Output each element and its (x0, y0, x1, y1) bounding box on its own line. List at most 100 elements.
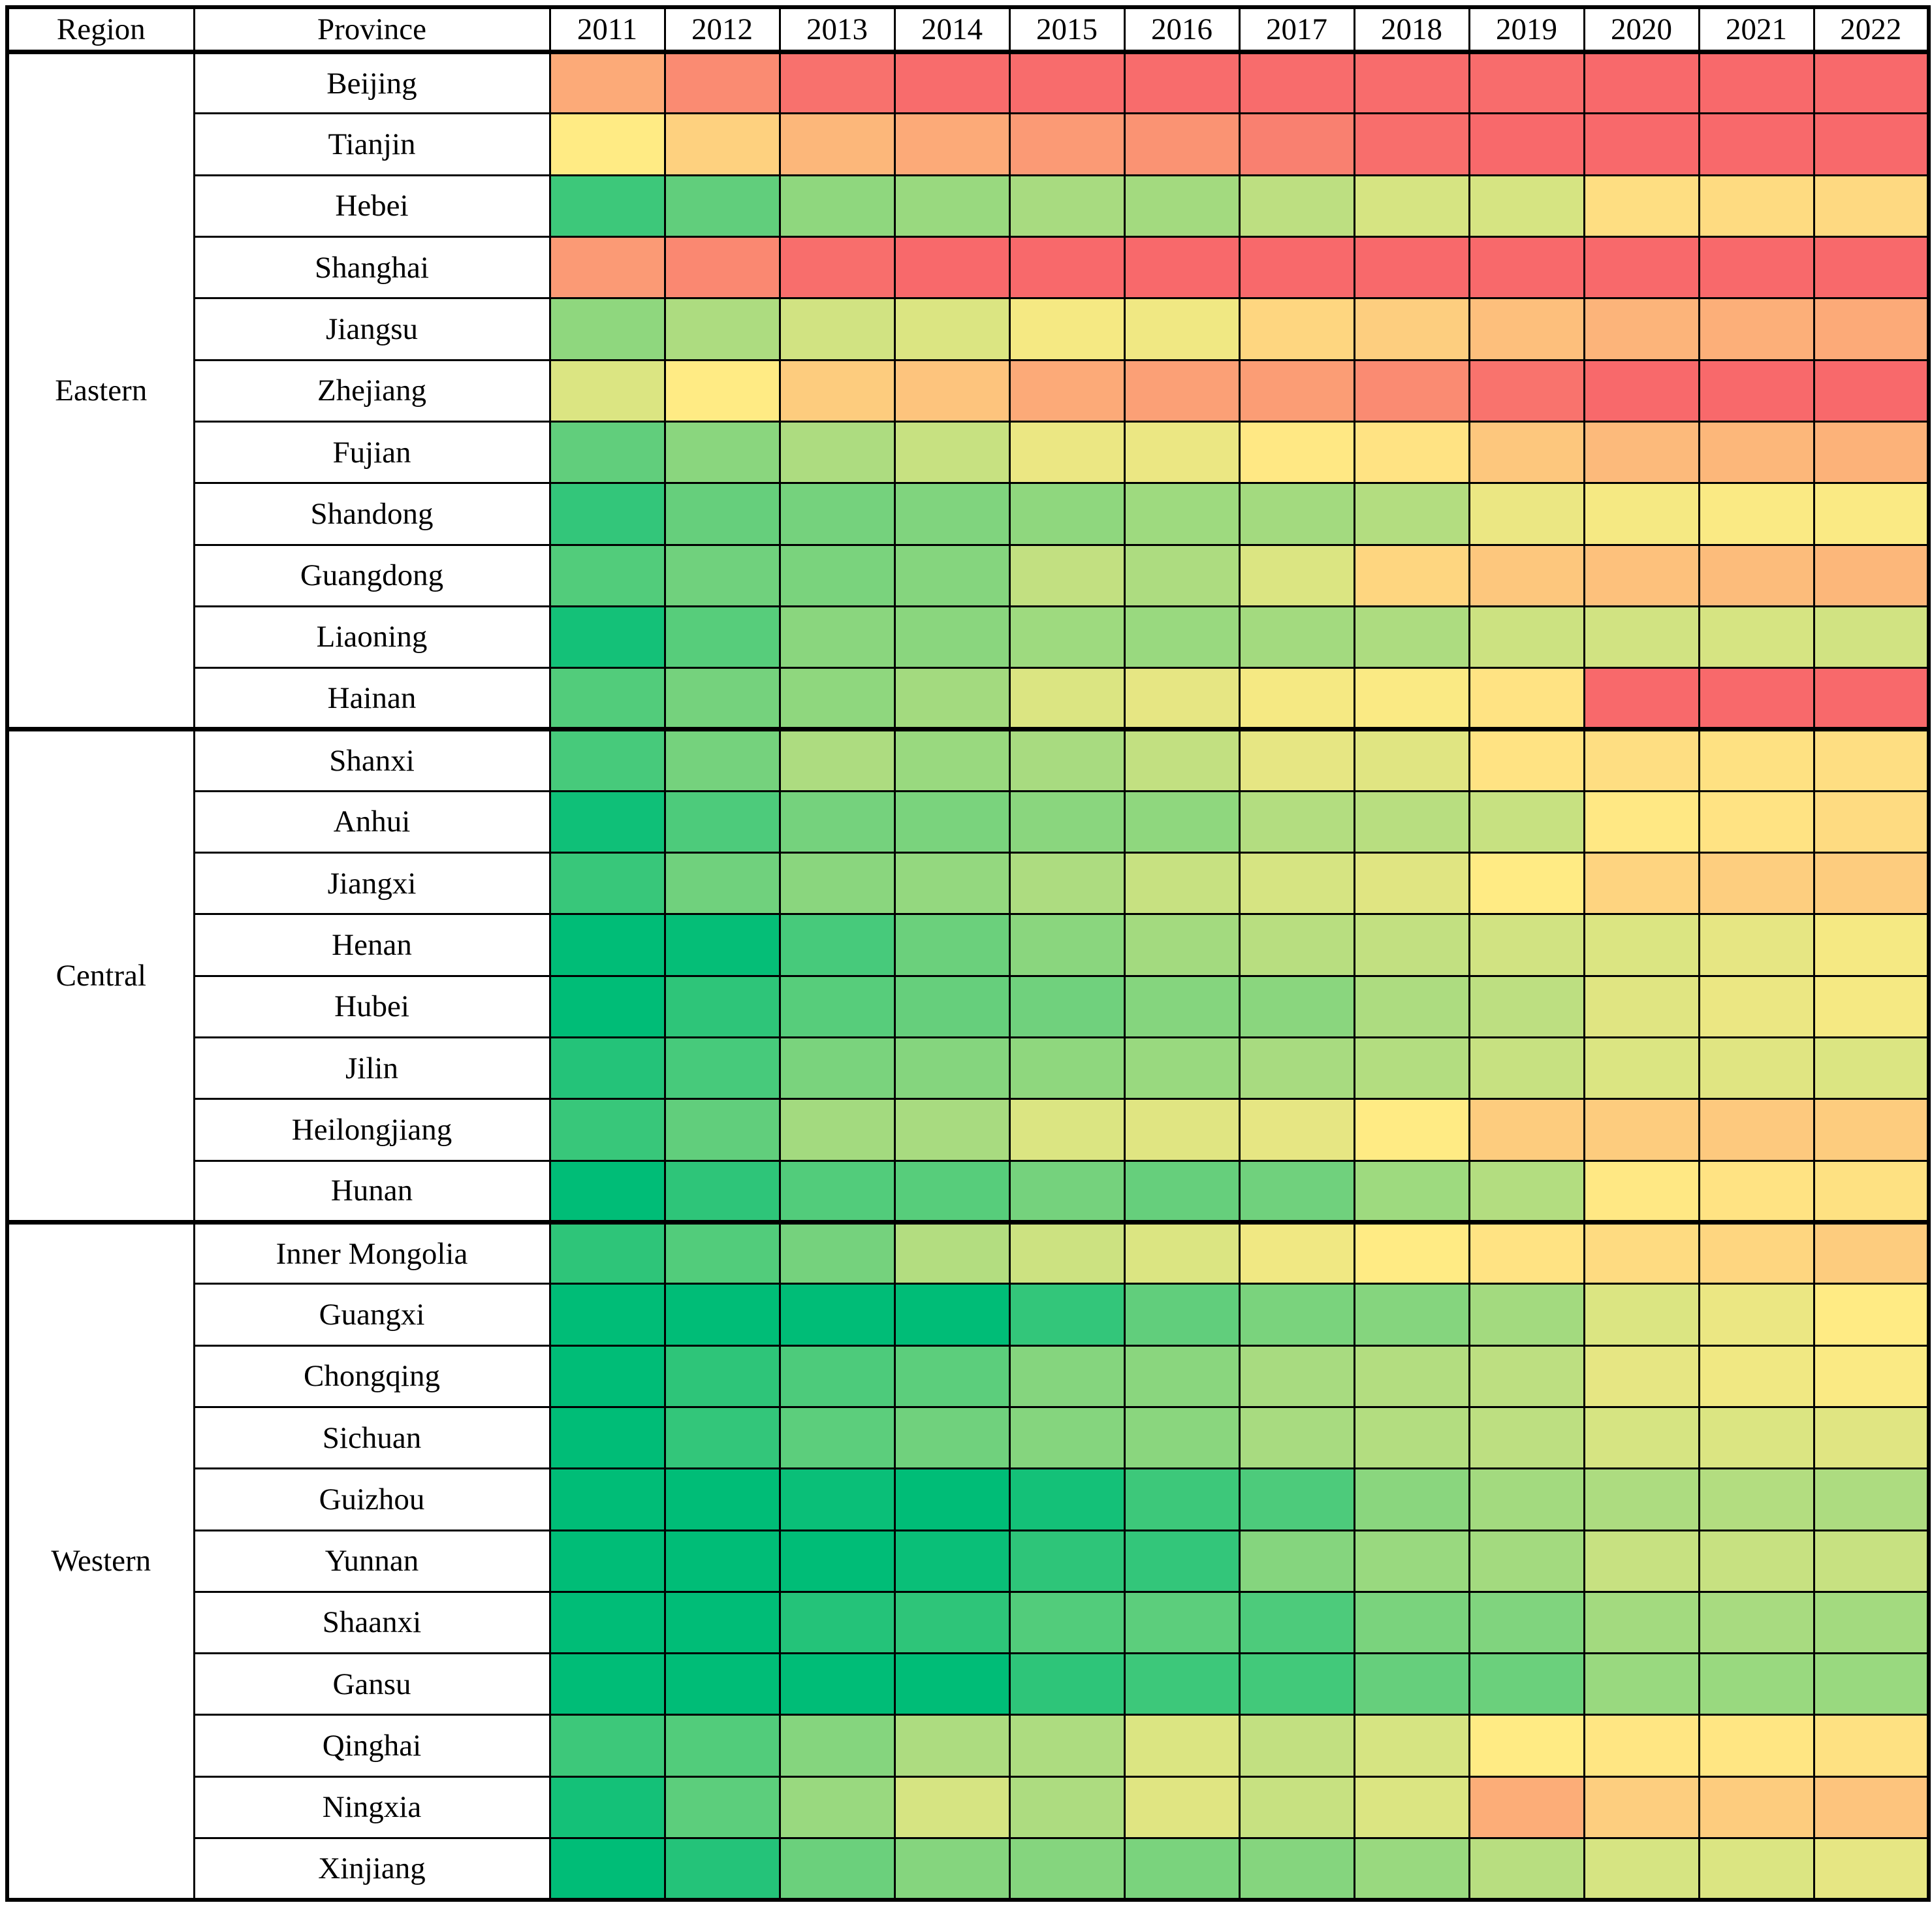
heatmap-cell-beijing-2016 (1123, 49, 1241, 115)
heatmap-cell-hebei-2019 (1468, 174, 1585, 238)
heatmap-cell-hubei-2011 (548, 974, 666, 1039)
heatmap-cell-shanghai-2011 (548, 235, 666, 300)
heatmap-cell-shaanxi-2012 (663, 1590, 781, 1655)
heatmap-cell-henan-2011 (548, 913, 666, 977)
heatmap-cell-shaanxi-2020 (1583, 1590, 1700, 1655)
heatmap-cell-qinghai-2021 (1698, 1714, 1815, 1778)
heatmap-cell-hebei-2020 (1583, 174, 1700, 238)
heatmap-cell-jiangxi-2019 (1468, 852, 1585, 916)
heatmap-cell-hainan-2014 (893, 667, 1011, 731)
heatmap-cell-qinghai-2014 (893, 1714, 1011, 1778)
heatmap-cell-liaoning-2019 (1468, 605, 1585, 669)
heatmap-cell-henan-2015 (1008, 913, 1126, 977)
heatmap-cell-beijing-2013 (778, 49, 896, 115)
heatmap-cell-chongqing-2015 (1008, 1344, 1126, 1408)
heatmap-cell-anhui-2019 (1468, 790, 1585, 854)
heatmap-cell-shandong-2014 (893, 482, 1011, 546)
heatmap-cell-liaoning-2017 (1238, 605, 1355, 669)
table-row-beijing: Eastern Beijing (6, 49, 1930, 731)
heatmap-cell-guangxi-2013 (778, 1283, 896, 1347)
heatmap-cell-ningxia-2012 (663, 1775, 781, 1840)
heatmap-cell-anhui-2018 (1353, 790, 1470, 854)
heatmap-cell-guangxi-2016 (1123, 1283, 1241, 1347)
heatmap-cell-gansu-2011 (548, 1652, 666, 1716)
heatmap-cell-fujian-2020 (1583, 420, 1700, 485)
heatmap-cell-beijing-2014 (893, 49, 1011, 115)
heatmap-cell-guangdong-2022 (1813, 543, 1930, 607)
heatmap-cell-hunan-2021 (1698, 1159, 1815, 1223)
heatmap-cell-jilin-2017 (1238, 1036, 1355, 1100)
heatmap-cell-hainan-2012 (663, 667, 781, 731)
table-row-jiangsu: Jiangsu (7, 297, 1930, 361)
heatmap-cell-shanghai-2017 (1238, 235, 1355, 300)
province-label-chongqing: Chongqing (193, 1344, 551, 1408)
heatmap-cell-henan-2018 (1353, 913, 1470, 977)
heatmap-cell-shanghai-2020 (1583, 235, 1700, 300)
heatmap-cell-guangxi-2021 (1698, 1283, 1815, 1347)
header-row: Region Province 2011 2012 2013 2014 2015 2016… (6, 6, 1930, 54)
heatmap-cell-hubei-2012 (663, 974, 781, 1039)
heatmap-cell-shanghai-2014 (893, 235, 1011, 300)
heatmap-cell-shanxi-2015 (1008, 727, 1126, 792)
heatmap-cell-henan-2019 (1468, 913, 1585, 977)
heatmap-cell-inner-mongolia-2020 (1583, 1219, 1700, 1285)
table-row-qinghai: Qinghai (7, 1714, 1930, 1778)
heatmap-cell-sichuan-2020 (1583, 1405, 1700, 1470)
heatmap-cell-shaanxi-2016 (1123, 1590, 1241, 1655)
heatmap-cell-ningxia-2011 (548, 1775, 666, 1840)
heatmap-cell-xinjiang-2015 (1008, 1837, 1126, 1901)
heatmap-cell-inner-mongolia-2012 (663, 1219, 781, 1285)
heatmap-cell-jiangsu-2012 (663, 297, 781, 361)
heatmap-cell-guangxi-2018 (1353, 1283, 1470, 1347)
heatmap-cell-jiangxi-2013 (778, 852, 896, 916)
heatmap-cell-jiangsu-2013 (778, 297, 896, 361)
heatmap-cell-fujian-2012 (663, 420, 781, 485)
heatmap-cell-hainan-2016 (1123, 667, 1241, 731)
heatmap-cell-guizhou-2022 (1813, 1467, 1930, 1531)
heatmap-cell-fujian-2016 (1123, 420, 1241, 485)
heatmap-cell-hainan-2019 (1468, 667, 1585, 731)
heatmap-cell-hebei-2015 (1008, 174, 1126, 238)
heatmap-cell-fujian-2022 (1813, 420, 1930, 485)
heatmap-cell-gansu-2022 (1813, 1652, 1930, 1716)
heatmap-cell-hubei-2016 (1123, 974, 1241, 1039)
table-row-fujian: Fujian (7, 420, 1930, 485)
heatmap-cell-qinghai-2018 (1353, 1714, 1470, 1778)
heatmap-cell-liaoning-2016 (1123, 605, 1241, 669)
heatmap-cell-shandong-2021 (1698, 482, 1815, 546)
heatmap-cell-shandong-2012 (663, 482, 781, 546)
province-label-qinghai: Qinghai (193, 1714, 551, 1778)
heatmap-cell-guangxi-2015 (1008, 1283, 1126, 1347)
heatmap-cell-shaanxi-2022 (1813, 1590, 1930, 1655)
heatmap-cell-tianjin-2014 (893, 112, 1011, 176)
heatmap-cell-liaoning-2013 (778, 605, 896, 669)
heatmap-cell-yunnan-2015 (1008, 1529, 1126, 1593)
province-label-beijing: Beijing (193, 49, 551, 115)
heatmap-cell-beijing-2018 (1353, 49, 1470, 115)
heatmap-cell-chongqing-2013 (778, 1344, 896, 1408)
heatmap-cell-hunan-2019 (1468, 1159, 1585, 1223)
heatmap-cell-hebei-2022 (1813, 174, 1930, 238)
heatmap-cell-jiangsu-2019 (1468, 297, 1585, 361)
table-row-shandong: Shandong (7, 482, 1930, 546)
heatmap-cell-henan-2014 (893, 913, 1011, 977)
heatmap-cell-guangdong-2018 (1353, 543, 1470, 607)
heatmap-cell-anhui-2014 (893, 790, 1011, 854)
heatmap-cell-tianjin-2013 (778, 112, 896, 176)
heatmap-cell-inner-mongolia-2013 (778, 1219, 896, 1285)
heatmap-cell-fujian-2013 (778, 420, 896, 485)
table-row-tianjin: Tianjin (7, 112, 1930, 176)
heatmap-cell-qinghai-2015 (1008, 1714, 1126, 1778)
heatmap-cell-shandong-2018 (1353, 482, 1470, 546)
heatmap-cell-hubei-2022 (1813, 974, 1930, 1039)
heatmap-cell-yunnan-2022 (1813, 1529, 1930, 1593)
heatmap-cell-qinghai-2012 (663, 1714, 781, 1778)
table-row-yunnan: Yunnan (7, 1529, 1930, 1593)
table-row-zhejiang: Zhejiang (7, 359, 1930, 423)
heatmap-cell-ningxia-2014 (893, 1775, 1011, 1840)
heatmap-cell-tianjin-2015 (1008, 112, 1126, 176)
heatmap-cell-guangxi-2019 (1468, 1283, 1585, 1347)
heatmap-cell-guangdong-2013 (778, 543, 896, 607)
heatmap-cell-guizhou-2019 (1468, 1467, 1585, 1531)
heatmap-cell-anhui-2013 (778, 790, 896, 854)
